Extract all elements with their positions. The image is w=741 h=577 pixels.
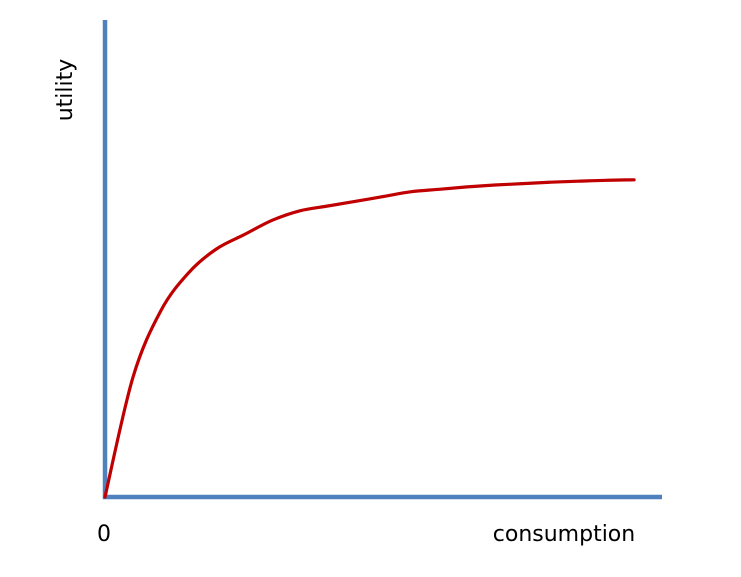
y-axis-label: utility: [53, 59, 78, 122]
x-axis-label: consumption: [493, 522, 635, 547]
series-layer: [103, 178, 636, 499]
x-tick-label-origin: 0: [97, 522, 111, 547]
axes: [102, 20, 662, 500]
utility-curve-0: [103, 178, 636, 499]
